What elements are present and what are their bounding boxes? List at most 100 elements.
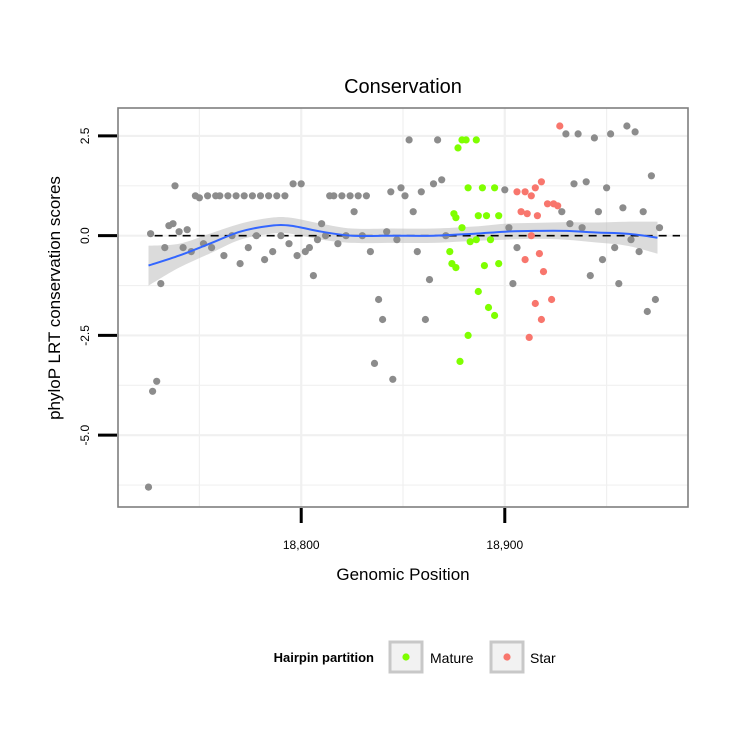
point-other (354, 192, 362, 200)
x-axis-title: Genomic Position (336, 565, 469, 584)
point-star (533, 212, 542, 220)
point-other (655, 224, 664, 232)
point-other (305, 244, 313, 252)
point-star (531, 184, 539, 192)
point-other (438, 176, 446, 184)
point-other (623, 122, 631, 130)
point-other (171, 182, 179, 190)
point-other (651, 295, 660, 304)
point-star (535, 250, 544, 258)
point-star (527, 232, 535, 240)
point-other (619, 204, 627, 212)
point-other (346, 192, 354, 200)
point-star (531, 299, 539, 308)
y-tick-label: 2.5 (78, 127, 92, 144)
point-other (417, 188, 425, 196)
point-other (397, 184, 405, 192)
point-other (161, 244, 169, 252)
point-other (558, 208, 566, 216)
y-axis-title: phyloP LRT conservation scores (45, 176, 64, 420)
point-mature (484, 303, 493, 312)
point-other (627, 236, 635, 244)
point-star (554, 202, 562, 210)
point-other (318, 220, 326, 228)
point-other (179, 244, 187, 252)
point-other (509, 280, 517, 288)
point-other (429, 180, 438, 188)
point-other (195, 194, 203, 202)
point-other (322, 232, 330, 240)
x-tick-label: 18,800 (283, 538, 320, 552)
point-mature (472, 236, 480, 244)
point-mature (482, 212, 491, 220)
point-other (269, 248, 277, 256)
point-other (244, 244, 252, 252)
point-other (273, 192, 281, 200)
point-star (521, 256, 529, 264)
x-tick-label: 18,900 (486, 538, 523, 552)
point-star (548, 295, 556, 304)
point-other (401, 192, 409, 200)
point-other (232, 192, 240, 200)
point-other (285, 240, 293, 248)
point-mature (452, 214, 460, 222)
point-star (537, 315, 546, 324)
point-other (631, 128, 639, 136)
point-other (607, 130, 615, 138)
point-other (562, 130, 570, 138)
point-star (527, 192, 535, 200)
point-other (208, 244, 216, 252)
point-mature (452, 264, 460, 272)
point-other (289, 180, 297, 188)
panel-border (117, 107, 689, 508)
point-mature (446, 248, 454, 256)
point-other (236, 260, 244, 268)
point-other (330, 192, 338, 200)
point-star (525, 333, 533, 341)
point-other (216, 192, 224, 200)
point-star (539, 268, 548, 276)
point-mature (478, 184, 486, 192)
point-mature (491, 311, 499, 320)
point-other (421, 315, 429, 324)
point-other (313, 236, 322, 244)
point-other (175, 228, 183, 236)
point-other (501, 186, 509, 194)
data-points (144, 122, 664, 491)
point-mature (495, 260, 503, 268)
point-mature (466, 238, 474, 246)
point-mature (454, 144, 462, 152)
legend-item-star: Star (489, 640, 556, 674)
point-other (169, 220, 177, 228)
point-other (375, 295, 383, 304)
point-other (505, 224, 513, 232)
point-other (643, 307, 651, 316)
legend-label-star: Star (530, 650, 556, 666)
legend-item-mature: Mature (388, 640, 474, 674)
point-other (383, 228, 391, 236)
x-axis: 18,800 18,900 (283, 508, 523, 552)
y-tick-label: -5.0 (78, 425, 92, 446)
point-other (615, 280, 623, 288)
point-other (252, 232, 260, 240)
point-other (149, 387, 157, 395)
point-star (517, 208, 525, 216)
point-other (574, 130, 582, 138)
point-other (261, 256, 269, 264)
point-mature (456, 357, 464, 365)
point-other (350, 208, 358, 216)
y-tick-label: -2.5 (78, 325, 92, 346)
point-star (543, 200, 552, 208)
point-star (556, 122, 564, 130)
point-other (413, 248, 421, 256)
point-other (248, 192, 256, 200)
point-other (393, 236, 401, 244)
point-other (405, 136, 413, 144)
point-other (594, 208, 603, 216)
point-other (265, 192, 273, 200)
point-other (147, 230, 155, 238)
point-other (334, 240, 342, 248)
point-other (590, 134, 599, 142)
point-other (603, 184, 611, 192)
